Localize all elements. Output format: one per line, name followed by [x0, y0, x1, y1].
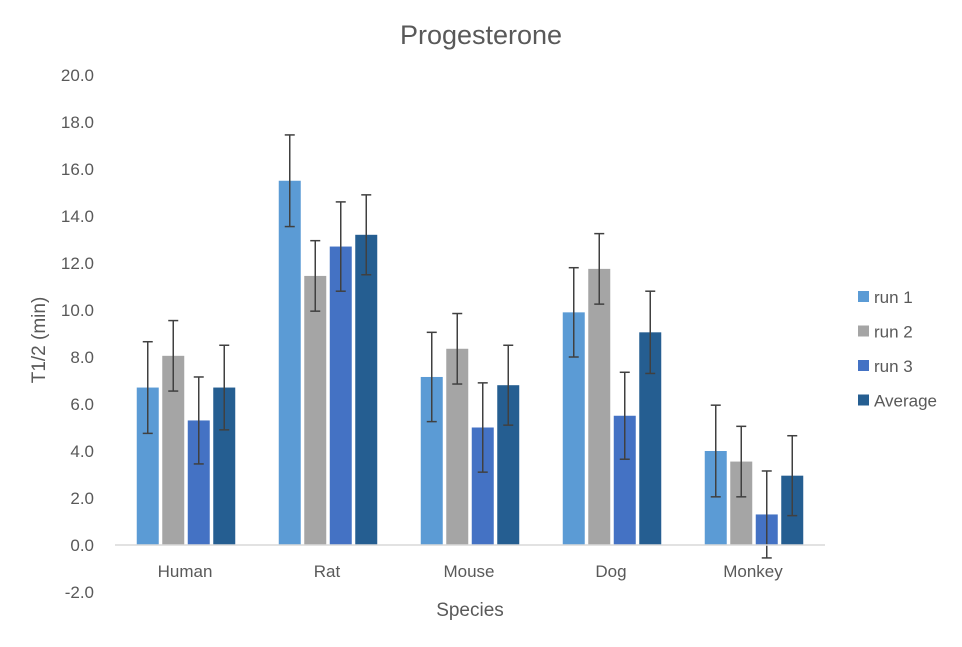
bar-run-2	[162, 355, 185, 545]
bar-average	[639, 332, 662, 545]
bar-run-3	[329, 246, 352, 546]
bar-run-1	[136, 387, 159, 545]
legend-label: run 3	[874, 357, 913, 376]
bar-run-3	[613, 415, 636, 545]
bar-run-1	[704, 451, 727, 545]
bar-run-2	[446, 348, 469, 545]
bar-average	[213, 387, 236, 545]
y-tick-label: -2.0	[65, 583, 94, 602]
x-tick-label: Dog	[595, 562, 626, 581]
bar-run-1	[278, 180, 301, 545]
x-axis-label: Species	[436, 600, 504, 621]
y-tick-label: 4.0	[70, 442, 94, 461]
x-tick-label: Rat	[314, 562, 341, 581]
x-tick-label: Mouse	[443, 562, 494, 581]
y-tick-label: 6.0	[70, 395, 94, 414]
x-tick-label: Monkey	[723, 562, 783, 581]
bar-run-1	[562, 312, 585, 545]
bar-run-3	[187, 420, 210, 545]
y-tick-label: 10.0	[61, 301, 94, 320]
bar-run-1	[420, 376, 443, 545]
bar-average	[355, 234, 378, 546]
bar-run-2	[730, 461, 753, 545]
y-tick-label: 16.0	[61, 160, 94, 179]
legend-label: run 1	[874, 288, 913, 307]
bar-run-2	[304, 275, 327, 545]
legend-swatch	[858, 325, 869, 337]
bar-run-2	[588, 268, 611, 545]
y-axis-label: T1/2 (min)	[29, 297, 50, 384]
legend-label: Average	[874, 392, 937, 411]
y-tick-label: 12.0	[61, 254, 94, 273]
bar-average	[497, 385, 520, 545]
bar-run-3	[471, 427, 494, 545]
legend-swatch	[858, 360, 869, 371]
y-tick-label: 0.0	[70, 536, 94, 555]
legend-label: run 2	[874, 323, 913, 342]
y-tick-label: 8.0	[70, 348, 94, 367]
legend-swatch	[858, 394, 869, 406]
chart-title: Progesterone	[400, 20, 562, 50]
y-tick-label: 20.0	[61, 66, 94, 85]
y-tick-label: 18.0	[61, 113, 94, 132]
x-tick-label: Human	[158, 562, 213, 581]
legend-swatch	[858, 291, 869, 302]
y-tick-label: 14.0	[61, 207, 94, 226]
y-tick-label: 2.0	[70, 489, 94, 508]
